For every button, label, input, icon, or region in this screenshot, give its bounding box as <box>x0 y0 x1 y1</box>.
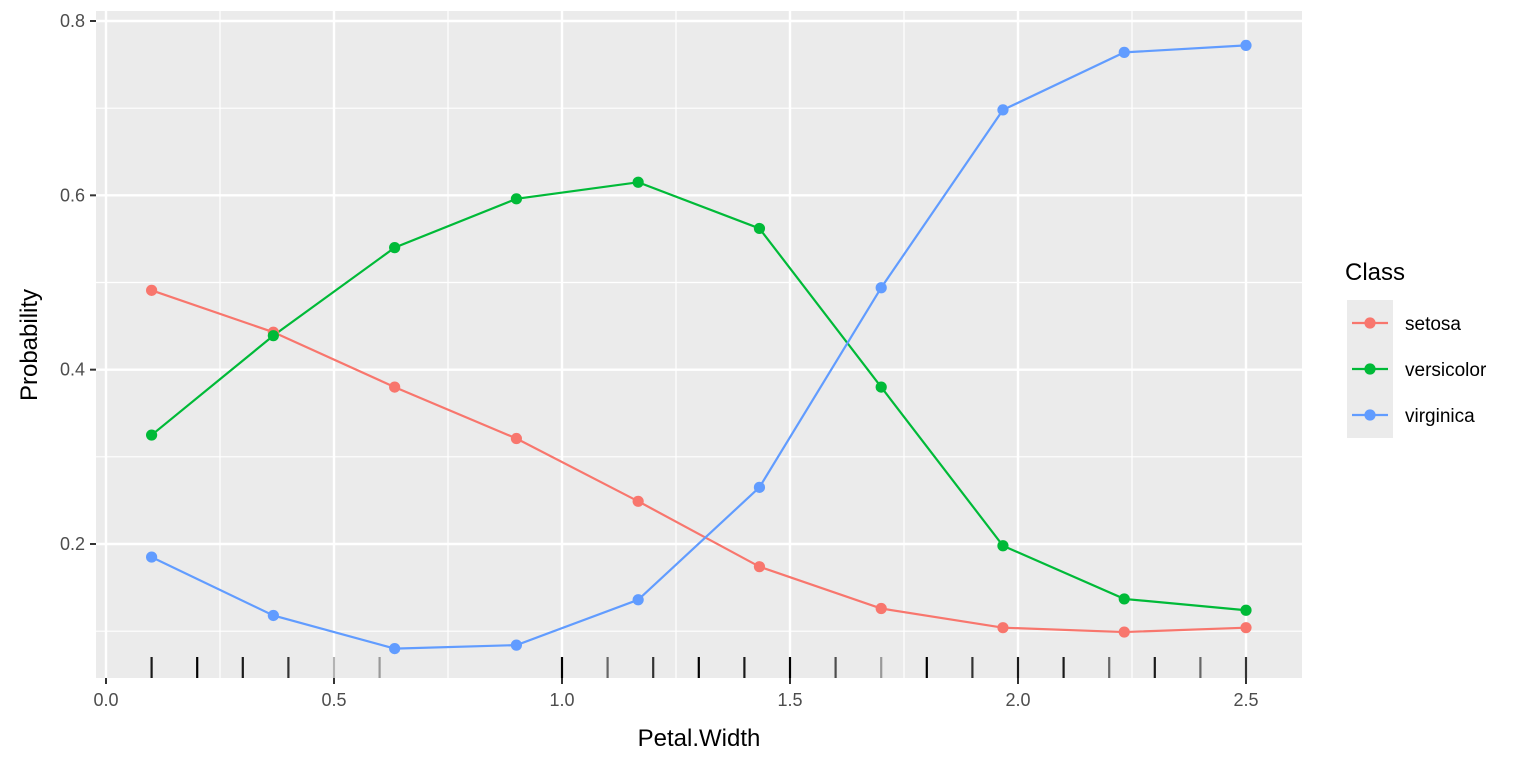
legend-key-point <box>1364 363 1376 375</box>
data-point-virginica <box>389 643 401 655</box>
data-point-versicolor <box>632 176 644 188</box>
x-axis: 0.0 0.5 1.0 1.5 2.0 2.5 <box>93 678 1259 710</box>
data-point-versicolor <box>997 540 1009 552</box>
data-point-setosa <box>632 495 644 507</box>
series-line-virginica <box>151 44 1247 650</box>
data-point-virginica <box>632 594 644 606</box>
legend-key-point <box>1364 317 1376 329</box>
y-tick-label: 0.8 <box>60 11 85 31</box>
series-line-setosa <box>151 289 1247 634</box>
grid-major <box>96 11 1302 678</box>
data-point-setosa <box>389 381 401 393</box>
data-point-versicolor <box>267 330 279 342</box>
y-axis-title: Probability <box>16 289 43 401</box>
data-point-virginica <box>1118 46 1130 58</box>
plot-panel <box>96 11 1302 678</box>
data-point-versicolor <box>875 381 887 393</box>
data-point-virginica <box>267 609 279 622</box>
legend-label: virginica <box>1405 406 1475 427</box>
legend-label: versicolor <box>1405 360 1487 381</box>
legend-label: setosa <box>1405 314 1461 335</box>
rug <box>150 657 1248 678</box>
data-point-setosa <box>1240 622 1252 634</box>
x-tick-label: 1.5 <box>777 690 802 710</box>
x-tick-label: 0.0 <box>93 690 118 710</box>
series-line-versicolor <box>150 181 1247 612</box>
data-point-versicolor <box>389 242 401 254</box>
y-tick-label: 0.6 <box>60 185 85 205</box>
data-point-virginica <box>997 104 1009 116</box>
legend-item-setosa: setosa <box>1347 300 1461 346</box>
data-point-setosa <box>146 284 158 296</box>
data-point-virginica <box>510 639 522 651</box>
x-tick-label: 0.5 <box>321 690 346 710</box>
legend-key-point <box>1364 409 1376 421</box>
data-point-setosa <box>1118 626 1130 638</box>
series-layer <box>146 39 1252 655</box>
data-point-versicolor <box>1118 593 1130 605</box>
data-point-setosa <box>997 622 1009 634</box>
data-point-virginica <box>1240 39 1252 52</box>
data-point-setosa <box>753 561 766 573</box>
legend-title: Class <box>1345 259 1405 286</box>
data-point-virginica <box>753 481 766 493</box>
x-tick-label: 1.0 <box>549 690 574 710</box>
data-point-setosa <box>510 432 522 445</box>
y-tick-label: 0.4 <box>60 360 85 380</box>
data-point-versicolor <box>1240 604 1252 616</box>
data-point-versicolor <box>753 222 766 235</box>
data-point-versicolor <box>510 193 522 205</box>
data-point-setosa <box>875 602 887 615</box>
data-point-versicolor <box>146 429 158 441</box>
data-point-virginica <box>146 551 158 563</box>
x-tick-label: 2.0 <box>1005 690 1030 710</box>
y-tick-label: 0.2 <box>60 534 85 554</box>
data-point-virginica <box>875 282 887 294</box>
legend-item-versicolor: versicolor <box>1347 346 1487 392</box>
legend: Class setosa versicolor virginica <box>1345 259 1487 438</box>
x-axis-title: Petal.Width <box>638 725 761 752</box>
y-axis: 0.2 0.4 0.6 0.8 <box>60 11 96 554</box>
x-tick-label: 2.5 <box>1233 690 1258 710</box>
legend-item-virginica: virginica <box>1347 392 1475 438</box>
grid-minor <box>96 11 1302 678</box>
